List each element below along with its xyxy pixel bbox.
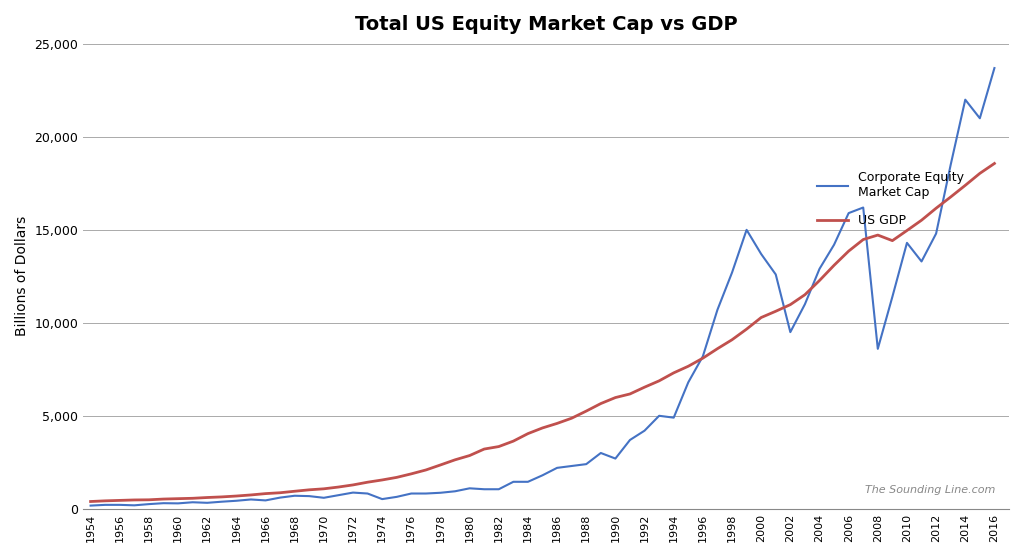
Corporate Equity
Market Cap [507, 478, 519, 485]
Line: Corporate Equity
Market Cap: Corporate Equity Market Cap [90, 68, 994, 506]
Line: US GDP: US GDP [90, 163, 994, 501]
Corporate Equity
Market Cap [988, 65, 1000, 71]
US GDP [361, 479, 374, 486]
Text: The Sounding Line.com: The Sounding Line.com [864, 485, 995, 495]
Corporate Equity
Market Cap [361, 490, 374, 497]
Corporate Equity
Market Cap [974, 115, 986, 121]
US GDP [712, 345, 724, 352]
US GDP [974, 170, 986, 177]
Legend: Corporate Equity
Market Cap, US GDP: Corporate Equity Market Cap, US GDP [812, 167, 969, 232]
US GDP [507, 438, 519, 444]
US GDP [988, 160, 1000, 167]
Corporate Equity
Market Cap [332, 492, 344, 499]
Corporate Equity
Market Cap [537, 472, 549, 478]
Corporate Equity
Market Cap [712, 306, 724, 313]
US GDP [332, 483, 344, 490]
Y-axis label: Billions of Dollars: Billions of Dollars [15, 216, 29, 336]
Corporate Equity
Market Cap [84, 502, 96, 509]
US GDP [537, 424, 549, 431]
Title: Total US Equity Market Cap vs GDP: Total US Equity Market Cap vs GDP [355, 15, 737, 34]
US GDP [84, 498, 96, 505]
